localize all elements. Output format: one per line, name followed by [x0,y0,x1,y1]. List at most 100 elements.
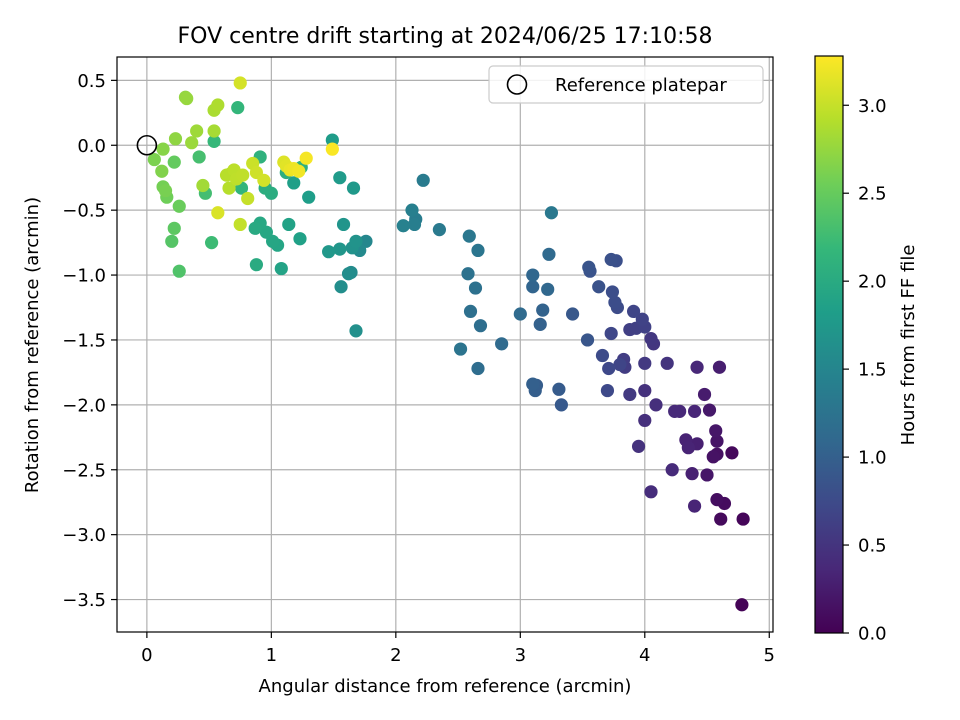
colorbar-tick-label: 3.0 [858,96,887,117]
legend-marker-open-circle-icon [506,74,528,95]
y-tick-label: −2.0 [62,395,106,416]
data-point [453,342,468,356]
data-point [172,199,186,213]
data-point [536,303,550,317]
data-point [333,242,347,256]
data-point [681,441,695,455]
data-point [644,332,658,346]
data-point [407,217,422,232]
data-point [592,280,606,294]
y-tick-label: −3.0 [62,525,106,546]
data-point [544,206,559,220]
data-point [709,424,723,438]
data-point [349,324,363,338]
reference-platepar-marker [136,134,158,156]
data-point [608,295,622,309]
data-point [736,512,750,526]
colorbar-tick-label: 2.5 [858,184,887,205]
data-point [167,155,181,169]
data-point [333,171,347,185]
data-point [172,264,186,278]
data-point [462,229,476,243]
data-point [432,223,446,237]
data-point [211,98,225,112]
data-point [697,387,712,402]
data-point [513,307,527,321]
data-point [287,176,301,190]
data-point [605,285,620,299]
y-tick-label: −2.5 [62,460,106,481]
x-axis-ticks: 0 1 2 3 4 5 [141,632,775,666]
plot-frame [116,56,774,633]
x-tick-label: 5 [764,645,775,666]
data-point [626,304,641,319]
legend: Reference platepar [488,65,764,104]
data-point [542,247,556,261]
legend-box [488,65,764,104]
x-tick-label: 0 [141,645,152,666]
data-point [248,221,262,235]
data-point [405,203,419,217]
colorbar-tick-label: 0.0 [858,624,887,645]
data-point [274,261,288,276]
data-point [156,142,170,156]
data-point [336,217,351,232]
y-tick-label: −0.5 [62,201,106,222]
grid [117,57,773,632]
data-point [635,312,649,326]
data-point [602,361,616,376]
data-point [604,326,618,341]
data-point [710,434,724,448]
data-point [463,304,478,319]
data-point [249,258,264,272]
data-point [623,387,637,402]
data-point [346,181,361,195]
data-point [712,360,727,374]
colorbar-tick-label: 2.0 [858,272,887,293]
data-point [192,150,206,164]
data-point [416,173,430,187]
data-point [495,337,509,351]
data-point [582,260,596,274]
data-point [334,280,348,294]
data-point [461,267,475,281]
data-point [725,446,739,460]
x-tick-label: 2 [390,645,401,666]
data-point [552,382,566,396]
data-point [147,152,161,167]
y-tick-label: 0.0 [77,136,106,157]
data-point [233,76,247,90]
data-point [604,252,618,267]
data-point [660,356,674,370]
data-point [600,383,615,398]
data-point [236,168,250,182]
x-tick-label: 1 [266,645,277,666]
data-point [714,512,728,526]
data-point [282,217,296,232]
y-axis-ticks: 0.5 0.0 −0.5 −1.0 −1.5 −2.0 −2.5 −3.0 −3.5 [62,71,117,611]
data-point [185,136,199,150]
data-point [473,319,488,333]
data-point [325,142,339,156]
y-tick-label: 0.5 [77,71,106,92]
data-point [196,178,210,193]
y-tick-label: −1.0 [62,266,106,287]
data-point [168,132,183,146]
data-point [526,268,540,282]
data-point [158,184,173,198]
data-point [190,124,204,138]
x-tick-label: 3 [515,645,526,666]
data-point [211,206,225,220]
data-point [687,404,702,418]
y-tick-label: −1.5 [62,330,106,351]
data-point [533,317,547,331]
data-point [180,91,194,106]
data-point [233,217,247,232]
data-point [396,219,410,233]
data-point [710,493,724,507]
data-point [690,360,704,374]
data-point [526,280,540,294]
data-point [292,164,306,178]
chart-title: FOV centre drift starting at 2024/06/25 … [178,24,713,49]
data-point [685,467,699,481]
